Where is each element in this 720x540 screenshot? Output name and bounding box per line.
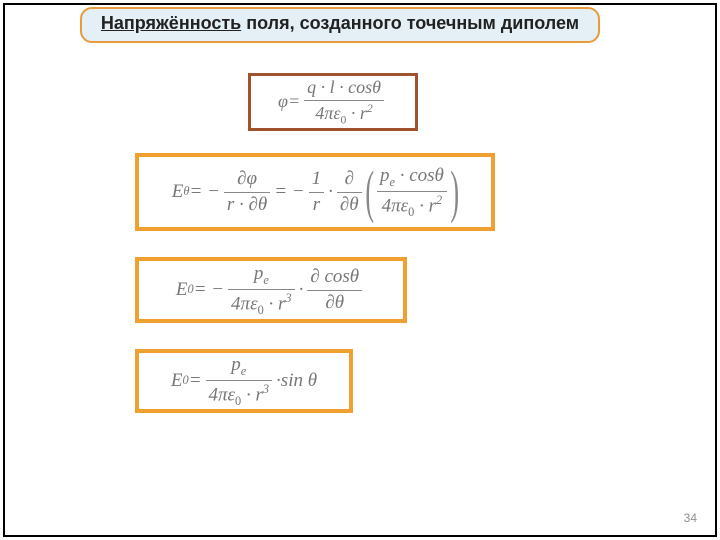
phi-symbol: φ [278, 91, 288, 112]
formula-e0-deriv: E0 = − pe 4πε0 · r3 · ∂ cosθ ∂θ [135, 257, 407, 323]
superscript: 2 [436, 193, 442, 207]
den-part: 4πε [382, 195, 409, 216]
fraction: pe 4πε0 · r3 [228, 263, 295, 317]
den-part: 4πε [315, 103, 340, 123]
subscript: e [263, 273, 268, 287]
fraction-bar [309, 192, 325, 193]
subscript: e [241, 364, 246, 378]
partial: ∂ [237, 168, 246, 189]
fraction-bar [206, 380, 273, 381]
costheta: · cosθ [395, 165, 444, 186]
numerator: pe · cosθ [377, 165, 447, 189]
phi: φ [247, 168, 258, 189]
denominator: ∂θ [322, 292, 347, 314]
e-symbol: E [171, 370, 183, 392]
fraction: ∂ ∂θ [337, 168, 362, 216]
den-part: · r [241, 384, 263, 405]
fraction-bar [337, 192, 362, 193]
sintheta: sin θ [281, 370, 317, 391]
numerator: pe [228, 354, 249, 378]
equals-minus: = − [189, 181, 219, 203]
fraction-bar [304, 100, 384, 101]
title-rest: поля, созданного точечным диполем [241, 13, 579, 33]
formula-e0-final: E0 = pe 4πε0 · r3 · sin θ [135, 349, 353, 413]
left-paren: ( [365, 167, 374, 217]
slide-frame: Напряжённость поля, созданного точечным … [3, 3, 717, 537]
denominator: ∂θ [337, 194, 362, 216]
den-part: 4πε [209, 384, 236, 405]
denominator: 4πε0 · r2 [312, 102, 375, 127]
formula-phi: φ = q · l · cosθ 4πε0 · r2 [248, 73, 418, 131]
denominator: 4πε0 · r2 [379, 193, 446, 219]
equals: = [189, 370, 202, 392]
right-paren: ) [450, 167, 459, 217]
slide-title: Напряжённость поля, созданного точечным … [80, 7, 600, 43]
denominator: 4πε0 · r3 [206, 382, 273, 408]
fraction: ∂φ r · ∂θ [224, 168, 270, 216]
fraction: q · l · cosθ 4πε0 · r2 [304, 77, 384, 127]
superscript: 2 [367, 102, 373, 115]
e-symbol: E [176, 279, 188, 301]
page-number: 34 [684, 511, 697, 525]
den-part: · r [346, 103, 367, 123]
denominator: r · ∂θ [224, 194, 270, 216]
formula-e-theta: Eθ = − ∂φ r · ∂θ = − 1 r · ∂ ∂θ ( [135, 153, 495, 231]
den-part: · r [414, 195, 436, 216]
numerator: pe [251, 263, 272, 287]
fraction-bar [224, 192, 270, 193]
superscript: 3 [285, 291, 291, 305]
equals: = [288, 91, 300, 112]
denominator: 4πε0 · r3 [228, 291, 295, 317]
superscript: 3 [263, 382, 269, 396]
fraction-bar [307, 290, 362, 291]
equals-minus: = − [274, 181, 304, 203]
p-symbol: p [254, 263, 264, 284]
p-symbol: p [231, 354, 241, 375]
numerator: ∂ [342, 168, 357, 190]
den-part: 4πε [231, 293, 258, 314]
fraction-bar [228, 289, 295, 290]
e-symbol: E [172, 181, 184, 203]
numerator: q · l · cosθ [304, 77, 384, 98]
equals-minus: = − [194, 279, 224, 301]
den-part: · r [264, 293, 286, 314]
numerator: ∂ cosθ [307, 266, 362, 288]
fraction: ∂ cosθ ∂θ [307, 266, 362, 314]
numerator: 1 [309, 168, 325, 190]
fraction-bar [377, 191, 447, 192]
title-underlined-word: Напряжённость [101, 13, 241, 33]
numerator: ∂φ [234, 168, 260, 190]
fraction: pe · cosθ 4πε0 · r2 [377, 165, 447, 219]
cdot: · [299, 279, 304, 301]
fraction: 1 r [309, 168, 325, 216]
cdot: · [328, 181, 333, 203]
fraction: pe 4πε0 · r3 [206, 354, 273, 408]
denominator: r [310, 194, 323, 216]
